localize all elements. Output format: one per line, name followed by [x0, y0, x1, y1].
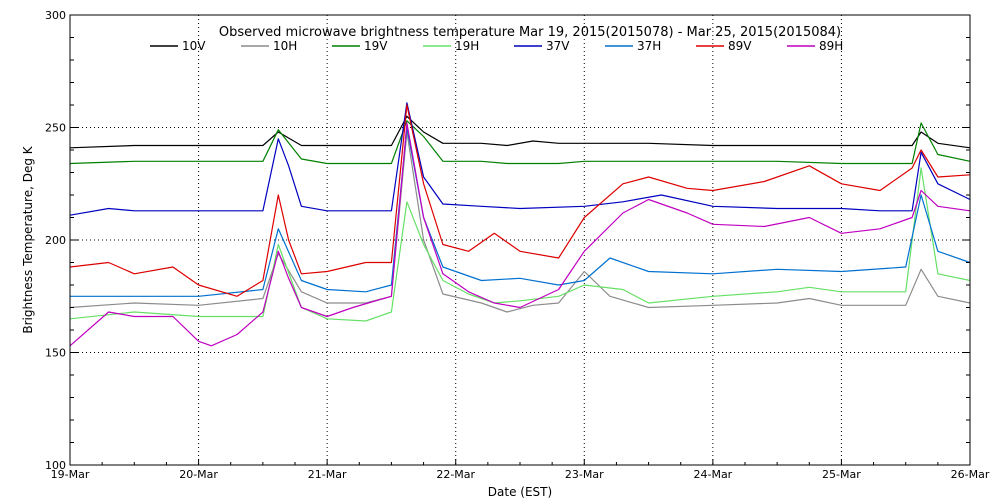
legend-label-19h: 19H: [455, 39, 479, 53]
x-tick-label: 20-Mar: [179, 468, 218, 481]
legend-label-37v: 37V: [546, 39, 570, 53]
series-lines: [69, 102, 971, 347]
chart-title: Observed microwave brightness temperatur…: [219, 25, 841, 40]
series-line-37h: [70, 126, 971, 297]
legend-label-10v: 10V: [182, 39, 206, 53]
x-tick-label: 19-Mar: [51, 468, 90, 481]
x-axis-title: Date (EST): [488, 485, 552, 499]
y-axis-title: Brightness Temperature, Deg K: [21, 145, 35, 333]
series-line-19v: [69, 120, 971, 165]
series-line-37v: [69, 102, 971, 216]
y-tick-label: 100: [45, 459, 66, 472]
grid: [70, 15, 970, 465]
series-line-10v: [69, 115, 971, 149]
y-tick-label: 200: [45, 234, 66, 247]
x-tick-label: 26-Mar: [951, 468, 990, 481]
legend-label-19v: 19V: [364, 39, 388, 53]
series-line-89v: [69, 104, 971, 297]
y-tick-label: 150: [45, 347, 66, 360]
axis-ticks: 19-Mar 20-Mar 21-Mar 22-Mar 23-Mar 24-Mar 25-M…: [45, 9, 990, 481]
x-tick-label: 22-Mar: [436, 468, 475, 481]
x-tick-label: 21-Mar: [308, 468, 347, 481]
y-tick-label: 250: [45, 122, 66, 135]
legend-label-89v: 89V: [728, 39, 752, 53]
x-tick-label: 25-Mar: [822, 468, 861, 481]
legend: 10V 10H 19V 19H 37V 37H 89V 89H: [150, 39, 843, 53]
y-tick-label: 300: [45, 9, 66, 22]
x-tick-label: 23-Mar: [565, 468, 604, 481]
x-tick-label: 24-Mar: [693, 468, 732, 481]
legend-label-89h: 89H: [819, 39, 843, 53]
legend-label-37h: 37H: [637, 39, 661, 53]
legend-label-10h: 10H: [273, 39, 297, 53]
series-line-89h: [69, 122, 971, 347]
